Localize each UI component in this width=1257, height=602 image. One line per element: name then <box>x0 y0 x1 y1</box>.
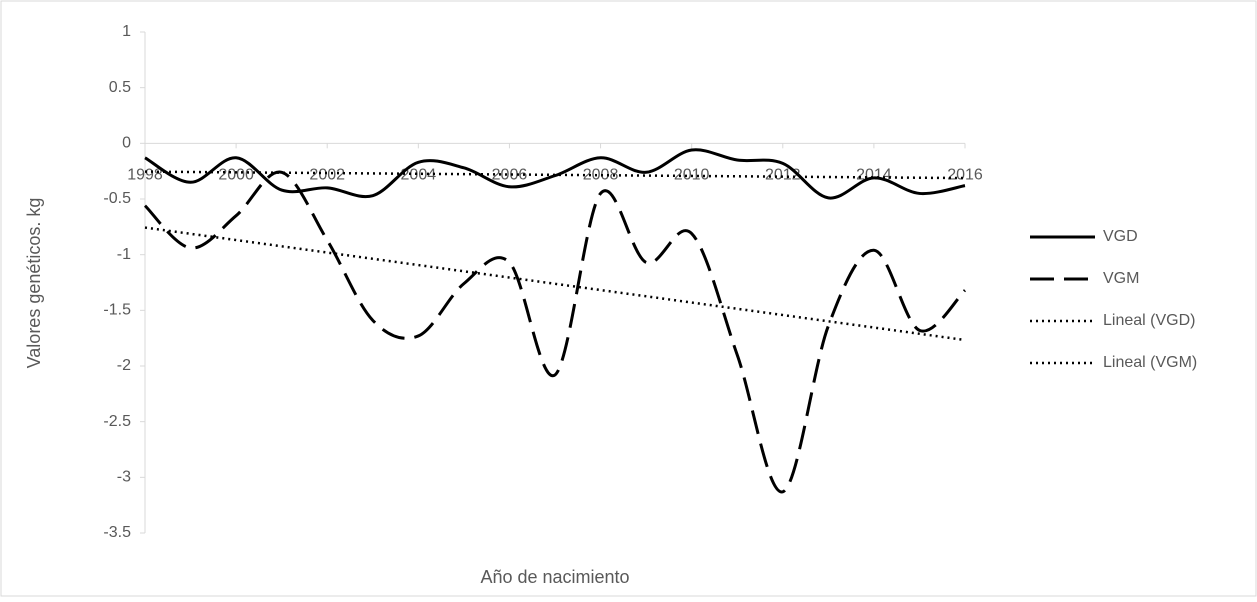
x-tick-label: 2012 <box>765 167 801 184</box>
line-series <box>143 170 967 494</box>
y-tick-label: -2 <box>117 357 131 374</box>
y-axis-title: Valores genéticos. kg <box>24 198 44 369</box>
y-tick-label: 0 <box>122 135 131 152</box>
line-series <box>144 148 966 200</box>
legend-label: VGM <box>1103 270 1139 287</box>
y-tick-label: 0.5 <box>109 79 131 96</box>
x-tick-label: 2008 <box>583 167 619 184</box>
x-tick-label: 2002 <box>309 167 345 184</box>
x-axis-title: Año de nacimiento <box>480 567 629 587</box>
x-tick-label: 2006 <box>492 167 528 184</box>
legend-label: VGD <box>1103 228 1138 245</box>
legend-label: Lineal (VGM) <box>1103 354 1197 371</box>
x-tick-label: 2000 <box>218 167 254 184</box>
legend-label: Lineal (VGD) <box>1103 312 1195 329</box>
x-tick-label: 1998 <box>127 167 163 184</box>
y-tick-label: -0.5 <box>103 190 131 207</box>
y-tick-label: -3 <box>117 469 131 486</box>
y-tick-label: -1 <box>117 246 131 263</box>
y-tick-label: -3.5 <box>103 524 131 541</box>
x-tick-label: 2004 <box>401 167 437 184</box>
y-tick-label: -1.5 <box>103 302 131 319</box>
y-tick-label: 1 <box>122 23 131 40</box>
y-tick-label: -2.5 <box>103 413 131 430</box>
x-tick-label: 2016 <box>947 167 983 184</box>
